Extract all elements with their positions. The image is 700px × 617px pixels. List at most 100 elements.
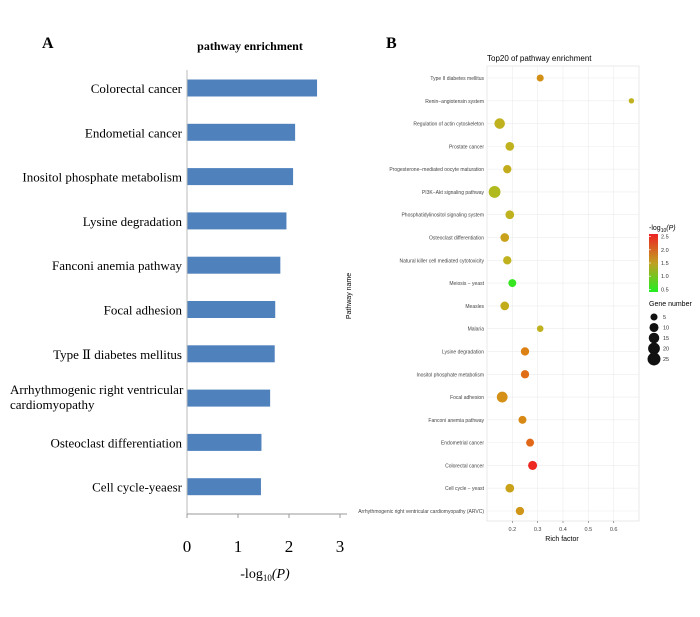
size-legend-dot-3 (648, 332, 660, 344)
bar-label-2: Endometial cancer (85, 125, 183, 140)
bar-label-1: Colorectal cancer (91, 81, 183, 96)
pathway-label-19: Cell cycle − yeast (445, 486, 485, 492)
size-legend-items: 5 10 15 20 25 (647, 313, 669, 366)
pathway-label-14: Inositol phosphate metabolism (416, 372, 484, 378)
panel-b-points (488, 74, 635, 516)
size-legend-label-5: 25 (663, 357, 669, 363)
pathway-label-4: Prostate cancer (449, 144, 484, 150)
panel-b-x-tick-1: 0.2 (509, 527, 517, 533)
bar-10 (187, 478, 261, 496)
panel-b-title: Top20 of pathway enrichment (487, 54, 592, 63)
panel-b-x-ticks: 0.2 0.3 0.4 0.5 0.6 (509, 521, 618, 533)
pathway-label-15: Focal adhesion (450, 395, 484, 401)
bar-5 (187, 256, 281, 274)
size-legend-dot-4 (648, 342, 660, 355)
panel-b-x-tick-3: 0.4 (559, 527, 567, 533)
panel-b-x-axis-label: Rich factor (545, 536, 579, 543)
panel-a-x-tick-3: 3 (336, 537, 345, 556)
panel-b-x-tick-5: 0.6 (610, 527, 618, 533)
point-11 (500, 301, 510, 311)
color-legend-ticks: 2.5 2.0 1.5 1.0 0.5 (649, 235, 669, 293)
point-13 (520, 347, 530, 356)
panel-b-x-tick-4: 0.5 (585, 527, 593, 533)
pathway-label-2: Renin−angiotensin system (425, 99, 484, 105)
size-legend-dot-2 (649, 322, 659, 333)
pathway-label-16: Fanconi anemia pathway (428, 418, 484, 424)
point-16 (518, 415, 527, 424)
panel-a-x-axis-label: -log10(P) (240, 567, 290, 583)
pathway-label-1: Type II diabetes mellitus (430, 76, 484, 82)
point-18 (528, 460, 538, 470)
pathway-label-12: Malaria (468, 327, 485, 333)
size-legend-label-2: 10 (663, 326, 669, 332)
pathway-label-13: Lysine degradation (442, 349, 484, 355)
color-legend-tick-1: 2.5 (661, 235, 669, 241)
point-17 (526, 438, 535, 447)
bar-label-5: Fanconi anemia pathway (52, 258, 182, 273)
size-legend-dot-1 (650, 313, 658, 321)
panel-a-letter: A (42, 35, 54, 52)
size-legend-label-4: 20 (663, 347, 669, 353)
bar-label-8: Arrhythmogenic right ventricular cardiomy… (10, 382, 184, 412)
bar-8 (187, 389, 271, 407)
panel-a-category-labels: Colorectal cancer Endometial cancer Inosit… (10, 81, 184, 495)
point-15 (496, 391, 508, 403)
bar-label-3: Inositol phosphate metabolism (22, 170, 182, 185)
point-7 (505, 210, 515, 220)
color-legend-tick-5: 0.5 (661, 287, 669, 293)
size-legend-dot-5 (647, 352, 661, 366)
panel-a-x-tick-0: 0 (183, 537, 192, 556)
point-5 (503, 164, 512, 174)
point-8 (500, 233, 510, 242)
bar-label-4: Lysine degradation (83, 214, 183, 229)
pathway-label-8: Osteoclast differentiation (429, 236, 484, 242)
point-20 (515, 506, 525, 516)
point-19 (505, 483, 515, 493)
pathway-label-3: Regulation of actin cytoskeleton (413, 122, 484, 128)
bar-4 (187, 212, 287, 230)
color-legend-bar (649, 234, 658, 292)
panel-a-bars (186, 70, 318, 514)
panel-a-x-ticks: 0 1 2 3 (183, 514, 345, 556)
size-legend-label-3: 15 (663, 336, 669, 342)
point-1 (536, 74, 544, 82)
pathway-label-5: Progesterone−mediated oocyte maturation (389, 167, 484, 173)
bar-label-7: Type Ⅱ diabetes mellitus (53, 347, 182, 362)
pathway-label-18: Colorectal cancer (445, 463, 484, 469)
color-legend-title: -log10(P) (649, 225, 676, 234)
point-3 (494, 118, 505, 129)
point-4 (505, 142, 515, 151)
bar-label-10: Cell cycle-yeaesr (92, 480, 183, 495)
pathway-label-7: Phosphatidylinositol signaling system (401, 213, 484, 219)
panel-a-title: pathway enrichment (197, 39, 303, 53)
pathway-label-10: Meiosis − yeast (449, 281, 484, 287)
panel-b-x-tick-2: 0.3 (534, 527, 542, 533)
size-legend-label-1: 5 (663, 315, 666, 321)
bar-3 (187, 168, 294, 186)
point-9 (503, 256, 512, 265)
bar-label-6: Focal adhesion (104, 303, 183, 318)
pathway-label-17: Endometrial cancer (441, 441, 484, 447)
bar-1 (187, 79, 318, 97)
bar-2 (187, 123, 296, 141)
bar-9 (187, 433, 262, 451)
color-legend-tick-2: 2.0 (661, 248, 669, 254)
pathway-label-20: Arrhythmogenic right ventricular cardiom… (358, 509, 484, 515)
pathway-label-6: PI3K−Akt signaling pathway (422, 190, 485, 196)
point-6 (488, 186, 501, 198)
color-legend-tick-3: 1.5 (661, 261, 669, 267)
point-12 (536, 325, 544, 332)
panel-a-x-tick-1: 1 (234, 537, 243, 556)
pathway-label-11: Measles (465, 304, 484, 310)
bar-6 (187, 301, 276, 318)
size-legend-title: Gene number (649, 301, 692, 308)
panel-a-x-tick-2: 2 (285, 537, 294, 556)
panel-b-pathway-labels: Type II diabetes mellitus Renin−angiotens… (358, 76, 484, 515)
panel-b-letter: B (386, 35, 397, 52)
point-2 (628, 98, 635, 104)
color-legend-tick-4: 1.0 (661, 274, 669, 280)
bar-label-9: Osteoclast differentiation (50, 435, 182, 450)
panel-b-y-axis-label: Pathway name (346, 273, 353, 319)
point-14 (520, 370, 530, 379)
